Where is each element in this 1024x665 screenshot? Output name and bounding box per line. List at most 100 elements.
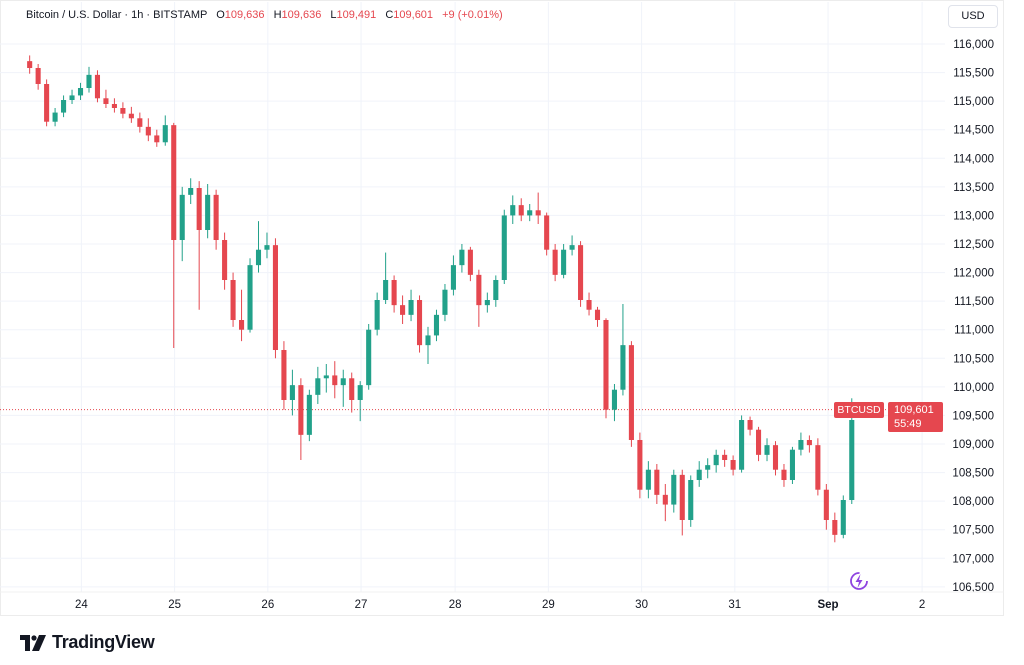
candle-up [501, 215, 507, 280]
y-tick-label: 108,000 [952, 496, 994, 508]
y-tick-label: 112,500 [953, 239, 994, 251]
y-tick-label: 114,000 [953, 153, 994, 165]
brand-name: TradingView [52, 632, 155, 652]
candle-down [44, 84, 50, 122]
low-value: 109,491 [336, 9, 377, 21]
candle-up [561, 249, 567, 275]
candle-up [569, 245, 575, 250]
candle-up [620, 345, 626, 390]
candle-down [578, 245, 584, 300]
candle-down [518, 205, 524, 216]
candle-down [637, 440, 643, 490]
candle-up [188, 188, 194, 195]
candle-up [61, 100, 67, 113]
y-tick-label: 110,000 [953, 382, 994, 394]
candle-down [154, 135, 160, 143]
y-tick-label: 116,000 [953, 39, 994, 51]
candle-up [162, 125, 168, 143]
candle-up [433, 314, 440, 336]
symbol-title: Bitcoin / U.S. Dollar · 1h · BITSTAMP [26, 9, 208, 21]
candle-up [849, 420, 855, 500]
currency-button[interactable]: USD [948, 5, 998, 28]
candle-down [823, 489, 829, 520]
candle-up [69, 95, 75, 100]
low-label: L [330, 9, 337, 21]
close-value: 109,601 [393, 9, 434, 21]
candle-down [281, 350, 287, 400]
candle-down [586, 300, 592, 310]
candle-up [789, 449, 795, 480]
candle-up [383, 280, 389, 300]
y-tick-label: 115,000 [953, 96, 994, 108]
candle-down [213, 194, 219, 240]
candlestick-chart[interactable]: 116,000 115,500 115,000 114,500 114,000 113,5… [0, 0, 1004, 616]
close-label: C [385, 9, 394, 21]
candle-down [120, 108, 126, 114]
candle-down [128, 113, 134, 119]
candle-up [713, 454, 719, 466]
y-tick-label: 108,500 [952, 468, 994, 480]
candle-down [145, 126, 151, 136]
chart-frame [0, 0, 1004, 616]
candle-down [603, 320, 609, 410]
x-tick-label: 30 [635, 599, 648, 611]
x-tick-label: 31 [728, 599, 741, 611]
candle-down [552, 249, 558, 275]
candle-up [688, 480, 694, 520]
candle-down [467, 249, 473, 275]
candle-down [662, 494, 668, 505]
y-tick-label: 107,000 [952, 553, 994, 565]
candle-down [332, 375, 338, 386]
candle-up [306, 394, 312, 435]
candle-up [247, 265, 253, 330]
candle-down [544, 215, 550, 250]
candle-down [772, 445, 779, 470]
candle-down [349, 378, 355, 400]
candle-up [425, 335, 431, 346]
y-tick-label: 114,500 [953, 125, 994, 137]
candle-down [756, 429, 762, 455]
candle-up [493, 280, 499, 300]
candle-up [840, 500, 846, 535]
candle-down [654, 469, 660, 495]
candle-down [400, 305, 406, 315]
candle-up [264, 245, 270, 250]
x-tick-label: 2 [919, 599, 925, 611]
candle-down [594, 309, 601, 320]
candle-down [35, 68, 41, 84]
candle-down [391, 280, 397, 306]
candle-down [222, 240, 228, 280]
candle-down [230, 280, 236, 320]
candle-down [535, 210, 541, 216]
x-tick-label: 25 [168, 599, 181, 611]
candle-up [340, 378, 346, 386]
candle-down [722, 454, 728, 460]
candle-up [798, 440, 804, 450]
last-price-box: 109,601 55:49 [888, 402, 943, 432]
tradingview-logo[interactable]: TradingView [20, 632, 155, 653]
candle-up [179, 194, 185, 240]
lightning-bolt-icon[interactable] [848, 570, 870, 592]
candle-down [94, 74, 101, 99]
candle-up [705, 465, 711, 470]
x-tick-label: 29 [542, 599, 555, 611]
candle-up [611, 389, 618, 410]
candle-down [111, 104, 117, 108]
candle-up [366, 329, 372, 386]
candle-up [374, 300, 380, 330]
candle-up [255, 249, 262, 266]
candle-up [357, 385, 363, 400]
high-value: 109,636 [281, 9, 322, 21]
candle-up [739, 420, 745, 470]
candle-down [747, 420, 753, 430]
x-tick-label: Sep [817, 599, 838, 611]
x-tick-label: 24 [75, 599, 88, 611]
candle-down [196, 188, 202, 230]
candle-up [408, 300, 414, 315]
candle-down [137, 118, 143, 127]
candle-down [239, 320, 245, 330]
open-label: O [216, 9, 225, 21]
bar-countdown: 55:49 [894, 418, 922, 430]
candle-down [476, 274, 482, 306]
y-tick-label: 109,500 [952, 410, 994, 422]
